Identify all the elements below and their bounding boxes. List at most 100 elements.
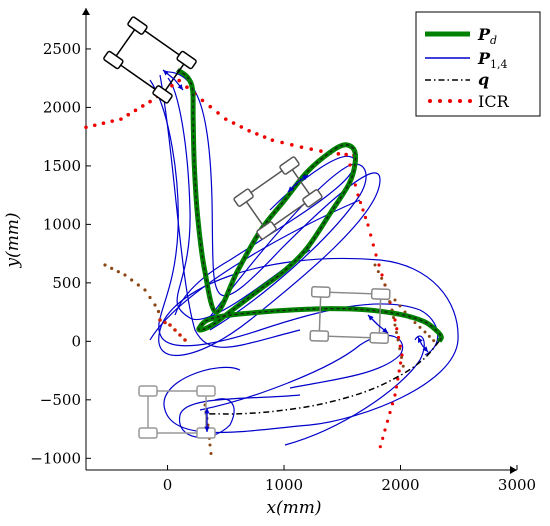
icr-point [396, 335, 401, 340]
series-layer [84, 67, 459, 455]
icr-point [371, 243, 375, 247]
x-tick-label: 3000 [498, 476, 536, 494]
icr-point [393, 323, 397, 327]
icr-point [133, 108, 138, 113]
icr-point [153, 303, 157, 307]
p14-trajectory [149, 79, 439, 356]
legend-box [415, 11, 541, 117]
icr-point [418, 325, 422, 329]
icr-point [423, 330, 427, 334]
icr-point [289, 143, 294, 147]
y-tick-label: −500 [40, 391, 81, 409]
y-tick-label: 1500 [43, 157, 81, 175]
icr-point [110, 266, 114, 270]
icr-arrow [174, 79, 184, 91]
icr-point [366, 223, 370, 227]
icr-point [270, 138, 275, 142]
icr-point [393, 393, 397, 397]
icr-arrow [421, 344, 429, 353]
icr-arrows [162, 69, 429, 432]
icr-point [170, 83, 174, 88]
icr-point [200, 98, 205, 103]
icr-point [383, 428, 387, 432]
icr-point [390, 402, 395, 406]
icr-point [427, 334, 431, 338]
icr-point [392, 316, 395, 319]
tick-labels: 0 1000 2000 3000 −1000 −500 0 500 1000 1500 2000 25… [30, 40, 536, 494]
icr-point [185, 85, 189, 89]
icr-point [394, 385, 398, 389]
axis-ticks [86, 48, 518, 470]
icr-point [140, 104, 145, 108]
icr-point [173, 328, 177, 332]
icr-point [163, 320, 167, 325]
p14-trajectory [179, 394, 301, 438]
icr-point [336, 152, 341, 156]
p14-trajectory [199, 163, 367, 331]
icr-point [401, 364, 405, 368]
y-axis-arrow [82, 8, 90, 15]
plot-area: 0 1000 2000 3000 −1000 −500 0 500 1000 1500 2000 25… [30, 8, 536, 494]
icr-arrow [297, 174, 309, 183]
icr-point [116, 270, 120, 274]
icr-point [223, 117, 228, 121]
icr-point [101, 121, 106, 126]
icr-point [216, 111, 220, 115]
icr-point [398, 344, 402, 348]
legend-label-q: q [478, 70, 489, 89]
icr-point [156, 309, 161, 314]
icr-point [209, 452, 213, 455]
x-tick-label: 0 [163, 476, 173, 494]
icr-point [353, 183, 357, 187]
y-tick-label: 2500 [43, 40, 81, 58]
robot-bottom [138, 385, 216, 439]
x-tick-label: 1000 [265, 476, 303, 494]
y-axis-label: y(mm) [3, 212, 23, 268]
icr-point [136, 283, 140, 287]
x-axis-arrow [510, 466, 517, 474]
icr-point [348, 163, 352, 167]
p14-trajectory [284, 335, 425, 446]
series-pd-overlay [177, 69, 443, 342]
icr-point [319, 149, 323, 153]
icr-point [400, 356, 403, 359]
y-tick-label: 500 [52, 274, 81, 292]
icr-point [380, 273, 384, 277]
icr-point [373, 263, 377, 267]
y-tick-label: −1000 [30, 449, 81, 467]
icr-point [393, 318, 397, 322]
icr-point [231, 121, 236, 125]
series-p14-lines [149, 71, 459, 446]
icr-point [148, 99, 152, 104]
robot-mid [233, 156, 323, 240]
icr-point [92, 123, 97, 128]
robot-glyphs [103, 16, 391, 439]
icr-point [388, 300, 392, 304]
icr-point [397, 369, 401, 373]
icr-point [395, 331, 398, 334]
icr-point [262, 135, 267, 139]
icr-point [178, 333, 182, 337]
icr-point [376, 270, 380, 274]
icr-point [393, 298, 397, 302]
icr-point [143, 288, 147, 292]
icr-point [168, 323, 172, 327]
icr-point [177, 78, 181, 83]
icr-point [123, 273, 127, 277]
icr-point [377, 263, 381, 267]
y-tick-label: 0 [71, 332, 81, 350]
icr-point [255, 132, 259, 136]
icr-arrow [417, 336, 423, 346]
p14-trajectory [159, 74, 301, 348]
icr-point [396, 377, 400, 381]
icr-point [395, 327, 399, 331]
legend-label-pd: Pd [477, 25, 497, 47]
icr-point [388, 410, 392, 415]
p14-trajectory [149, 199, 361, 341]
icr-point [247, 129, 251, 133]
x-axis-label: x(mm) [266, 498, 321, 518]
icr-point [183, 338, 187, 342]
icr-point [280, 140, 284, 145]
icr-point [299, 145, 304, 149]
